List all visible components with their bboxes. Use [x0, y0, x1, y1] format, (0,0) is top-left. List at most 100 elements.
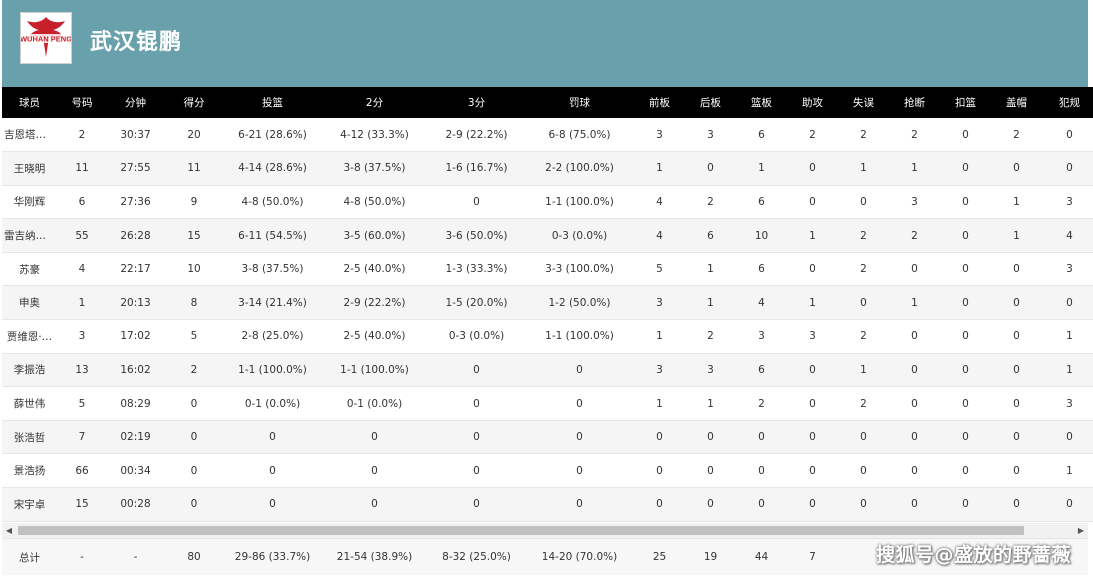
- stat-cell: 2-5 (40.0%): [321, 252, 428, 287]
- stat-cell: 0: [991, 285, 1042, 321]
- stat-cell: 0: [224, 453, 321, 489]
- column-header[interactable]: 球员: [19, 97, 40, 109]
- stat-cell: 0: [736, 487, 787, 522]
- stat-cell: 0: [1042, 285, 1093, 321]
- stat-cell: 1: [787, 285, 838, 321]
- table-row[interactable]: 吉恩塔尔… 2 30:37 20 6-21 (28.6%) 4-12 (33.3%) 2-9…: [2, 118, 1093, 153]
- player-name-cell[interactable]: 李振浩: [2, 353, 57, 388]
- player-name-cell[interactable]: 申奥: [2, 285, 57, 321]
- table-row[interactable]: 景浩扬 66 00:34 0 0 0 0 0 0 0 0 0 0 0 0 0 1: [2, 453, 1093, 489]
- stat-cell: 4: [634, 218, 685, 253]
- player-name-cell[interactable]: 华刚辉: [2, 185, 57, 220]
- horizontal-scrollbar[interactable]: ◀ ▶: [2, 523, 1088, 538]
- stat-cell: 0: [787, 252, 838, 287]
- phoenix-logo-icon: WUHAN PENG: [21, 17, 71, 57]
- table-row[interactable]: 贾维恩·… 3 17:02 5 2-8 (25.0%) 2-5 (40.0%) 0-3 (0…: [2, 319, 1093, 354]
- player-name-cell[interactable]: 王晓明: [2, 151, 57, 186]
- column-header[interactable]: 篮板: [751, 97, 772, 109]
- stat-cell: 0: [525, 353, 634, 388]
- column-header[interactable]: 罚球: [569, 97, 590, 109]
- table-row[interactable]: 李振浩 13 16:02 2 1-1 (100.0%) 1-1 (100.0%) 0 0 3 3 6…: [2, 353, 1093, 388]
- table-row[interactable]: 雷吉纳德… 55 26:28 15 6-11 (54.5%) 3-5 (60.0%) 3-6…: [2, 218, 1093, 253]
- table-row[interactable]: 苏豪 4 22:17 10 3-8 (37.5%) 2-5 (40.0%) 1-3 (33.…: [2, 252, 1093, 287]
- stat-cell: 3: [1042, 386, 1093, 421]
- column-header[interactable]: 失误: [853, 97, 874, 109]
- scroll-left-arrow-icon[interactable]: ◀: [5, 526, 13, 535]
- stat-cell: 3-14 (21.4%): [224, 285, 321, 321]
- column-header[interactable]: 扣篮: [955, 97, 976, 109]
- stat-cell: 0: [940, 285, 991, 321]
- player-name-cell[interactable]: 吉恩塔尔…: [2, 118, 57, 153]
- table-row[interactable]: 华刚辉 6 27:36 9 4-8 (50.0%) 4-8 (50.0%) 0 1-1 (10…: [2, 185, 1093, 220]
- column-header[interactable]: 抢断: [904, 97, 925, 109]
- stat-cell: 0: [525, 386, 634, 421]
- scrollbar-thumb[interactable]: [18, 526, 1024, 535]
- stat-cell: 00:28: [107, 487, 164, 522]
- column-header[interactable]: 3分: [467, 97, 486, 109]
- stat-cell: 0: [164, 487, 224, 522]
- column-header[interactable]: 助攻: [802, 97, 823, 109]
- stat-cell: 1: [1042, 319, 1093, 354]
- stat-cell: 2: [164, 353, 224, 388]
- stat-cell: 0: [1042, 487, 1093, 522]
- stat-cell: 6-8 (75.0%): [525, 118, 634, 153]
- stat-cell: 6: [736, 185, 787, 220]
- stat-cell: 3: [685, 353, 736, 388]
- stat-cell: 0: [940, 118, 991, 153]
- column-header[interactable]: 号码: [71, 97, 93, 109]
- stat-cell: 0: [428, 420, 525, 455]
- player-name-cell[interactable]: 张浩哲: [2, 420, 57, 455]
- stat-cell: 27:36: [107, 185, 164, 220]
- column-header[interactable]: 分钟: [125, 97, 146, 109]
- player-name-cell[interactable]: 雷吉纳德…: [2, 218, 57, 253]
- stat-cell: 0: [164, 386, 224, 421]
- column-header[interactable]: 盖帽: [1006, 97, 1027, 109]
- stat-cell: 0: [940, 151, 991, 186]
- player-name-cell[interactable]: 贾维恩·…: [2, 319, 57, 354]
- stat-cell: 1: [57, 285, 107, 321]
- column-header[interactable]: 得分: [183, 97, 205, 109]
- table-row[interactable]: 张浩哲 7 02:19 0 0 0 0 0 0 0 0 0 0 0 0 0 0: [2, 420, 1093, 455]
- stat-cell: 0: [838, 185, 889, 220]
- player-name-cell[interactable]: 苏豪: [2, 252, 57, 287]
- stat-cell: 0: [736, 420, 787, 455]
- stat-cell: 1-1 (100.0%): [321, 353, 428, 388]
- stat-cell: 0: [991, 353, 1042, 388]
- stat-cell: 6: [736, 252, 787, 287]
- stat-cell: 27:55: [107, 151, 164, 186]
- stat-cell: 2: [838, 118, 889, 153]
- stat-cell: 2: [838, 252, 889, 287]
- column-header[interactable]: 2分: [365, 97, 384, 109]
- stat-cell: 0: [685, 453, 736, 489]
- table-row[interactable]: 宋宇卓 15 00:28 0 0 0 0 0 0 0 0 0 0 0 0 0 0: [2, 487, 1093, 522]
- stat-cell: 0: [889, 386, 940, 421]
- stat-cell: 1: [1042, 453, 1093, 489]
- stat-cell: 0: [787, 453, 838, 489]
- player-name-cell[interactable]: 宋宇卓: [2, 487, 57, 522]
- stat-cell: 0: [889, 420, 940, 455]
- table-row[interactable]: 王晓明 11 27:55 11 4-14 (28.6%) 3-8 (37.5%) 1-6 (…: [2, 151, 1093, 186]
- totals-cell: 7: [809, 551, 816, 563]
- scroll-right-arrow-icon[interactable]: ▶: [1077, 526, 1085, 535]
- stat-cell: 2: [991, 118, 1042, 153]
- column-header[interactable]: 投篮: [262, 97, 283, 109]
- stat-cell: 0: [991, 151, 1042, 186]
- stat-cell: 2: [838, 218, 889, 253]
- column-header[interactable]: 后板: [700, 97, 721, 109]
- stat-cell: 1-6 (16.7%): [428, 151, 525, 186]
- table-row[interactable]: 申奥 1 20:13 8 3-14 (21.4%) 2-9 (22.2%) 1-5 (20.…: [2, 285, 1093, 321]
- stat-cell: 6: [736, 353, 787, 388]
- stat-cell: 2: [889, 218, 940, 253]
- stats-table-container[interactable]: 球员 号码 分钟 得分 投篮 2分 3分 罚球 前板 后板 篮板 助攻 失误 抢断 扣篮 盖帽 犯规 吉恩塔尔……: [2, 87, 1093, 522]
- column-header[interactable]: 前板: [649, 97, 670, 109]
- player-name-cell[interactable]: 景浩扬: [2, 453, 57, 489]
- player-name-cell[interactable]: 薛世伟: [2, 386, 57, 421]
- stat-cell: 8: [164, 285, 224, 321]
- stat-cell: 1: [889, 285, 940, 321]
- stat-cell: 1: [838, 151, 889, 186]
- stat-cell: 0: [889, 319, 940, 354]
- stat-cell: 2: [838, 386, 889, 421]
- stat-cell: 0: [164, 453, 224, 489]
- table-row[interactable]: 薛世伟 5 08:29 0 0-1 (0.0%) 0-1 (0.0%) 0 0 1 1 2 0 2 0 0 0…: [2, 386, 1093, 421]
- column-header[interactable]: 犯规: [1059, 97, 1080, 109]
